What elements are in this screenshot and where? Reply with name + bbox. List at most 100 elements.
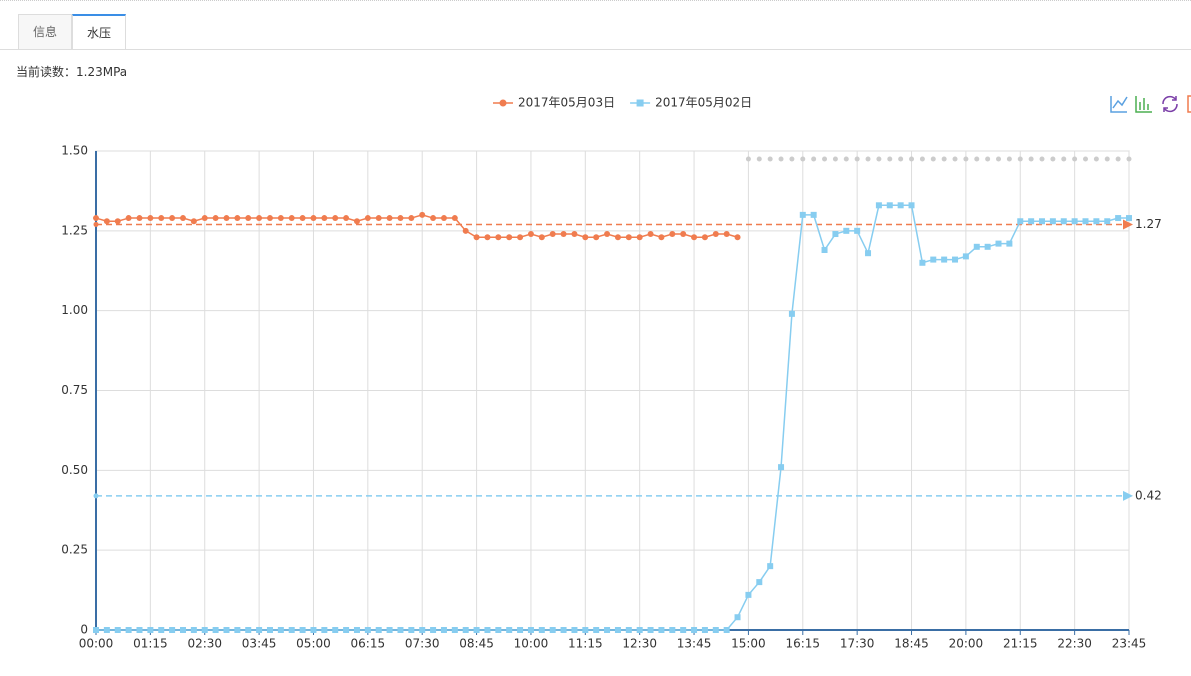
point <box>136 215 143 222</box>
indicator-dot <box>952 156 958 162</box>
indicator-dot <box>1083 156 1089 162</box>
bar-icon[interactable] <box>1135 96 1152 113</box>
point <box>397 215 404 222</box>
point <box>256 627 263 633</box>
point <box>941 256 948 263</box>
point <box>582 627 589 633</box>
series-line <box>96 204 1129 631</box>
point <box>593 234 600 241</box>
y-tick-label: 0.75 <box>61 383 88 397</box>
point <box>430 215 437 222</box>
point <box>158 215 165 222</box>
point <box>234 215 241 222</box>
x-tick-label: 23:45 <box>1112 637 1147 651</box>
point <box>266 627 273 633</box>
tab[interactable]: 信息 <box>18 14 73 49</box>
point <box>582 234 589 241</box>
tab-active[interactable]: 水压 <box>72 14 127 49</box>
indicator-dot <box>865 156 871 162</box>
point <box>299 215 306 222</box>
point <box>451 627 458 633</box>
point <box>245 215 252 222</box>
legend-label: 2017年05月02日 <box>655 96 752 110</box>
point <box>462 227 469 234</box>
point <box>1039 218 1046 225</box>
indicator-dot <box>909 156 915 162</box>
point <box>201 627 208 633</box>
indicator-dot <box>745 156 751 162</box>
x-tick-label: 08:45 <box>459 637 494 651</box>
mark-line-label: 1.27 <box>1135 217 1162 231</box>
y-tick-label: 0.50 <box>61 463 88 477</box>
point <box>778 464 785 471</box>
point <box>810 211 817 218</box>
point <box>865 250 872 257</box>
point <box>538 627 545 633</box>
indicator-dot <box>1006 156 1012 162</box>
point <box>712 627 719 633</box>
point <box>136 627 143 633</box>
point <box>397 627 404 633</box>
point <box>169 627 176 633</box>
point <box>734 614 741 621</box>
indicator-dot <box>876 156 882 162</box>
point <box>408 215 415 222</box>
point <box>930 256 937 263</box>
point <box>1082 218 1089 225</box>
x-tick-label: 02:30 <box>187 637 222 651</box>
point <box>440 215 447 222</box>
x-tick-label: 03:45 <box>242 637 277 651</box>
legend-item[interactable]: 2017年05月03日 <box>493 96 615 110</box>
point <box>321 627 328 633</box>
y-tick-label: 0.25 <box>61 543 88 557</box>
point <box>614 234 621 241</box>
indicator-dot <box>985 156 991 162</box>
point <box>484 234 491 241</box>
point <box>353 627 360 633</box>
point <box>343 215 350 222</box>
point <box>1017 218 1024 225</box>
x-tick-label: 07:30 <box>405 637 440 651</box>
point <box>625 234 632 241</box>
point <box>125 215 132 222</box>
indicator-dot <box>919 156 925 162</box>
point <box>962 253 969 260</box>
point <box>103 218 110 225</box>
point <box>1093 218 1100 225</box>
point <box>691 234 698 241</box>
point <box>332 627 339 633</box>
point <box>712 231 719 238</box>
point <box>332 215 339 222</box>
top-border <box>0 0 1191 1</box>
point <box>201 215 208 222</box>
x-tick-label: 00:00 <box>79 637 114 651</box>
current-reading: 当前读数：1.23MPa <box>16 65 128 79</box>
point <box>190 218 197 225</box>
tab-underline <box>0 49 1191 50</box>
indicator-dot <box>778 156 784 162</box>
refresh-icon[interactable] <box>1162 95 1178 113</box>
point <box>560 231 567 238</box>
point <box>234 627 241 633</box>
indicator-dot <box>1061 156 1067 162</box>
indicator-dot <box>767 156 773 162</box>
line-icon[interactable] <box>1110 96 1128 113</box>
point <box>321 215 328 222</box>
point <box>636 627 643 633</box>
point <box>843 227 850 234</box>
legend-item[interactable]: 2017年05月02日 <box>630 96 752 110</box>
point <box>517 234 524 241</box>
point <box>408 627 415 633</box>
point <box>723 231 730 238</box>
point <box>266 215 273 222</box>
point <box>680 627 687 633</box>
point <box>875 202 882 209</box>
point <box>256 215 263 222</box>
point <box>506 627 513 633</box>
restore-icon[interactable] <box>1187 95 1191 113</box>
point <box>288 215 295 222</box>
indicator-dot <box>1115 156 1121 162</box>
point <box>734 234 741 241</box>
indicator-dot <box>1017 156 1023 162</box>
